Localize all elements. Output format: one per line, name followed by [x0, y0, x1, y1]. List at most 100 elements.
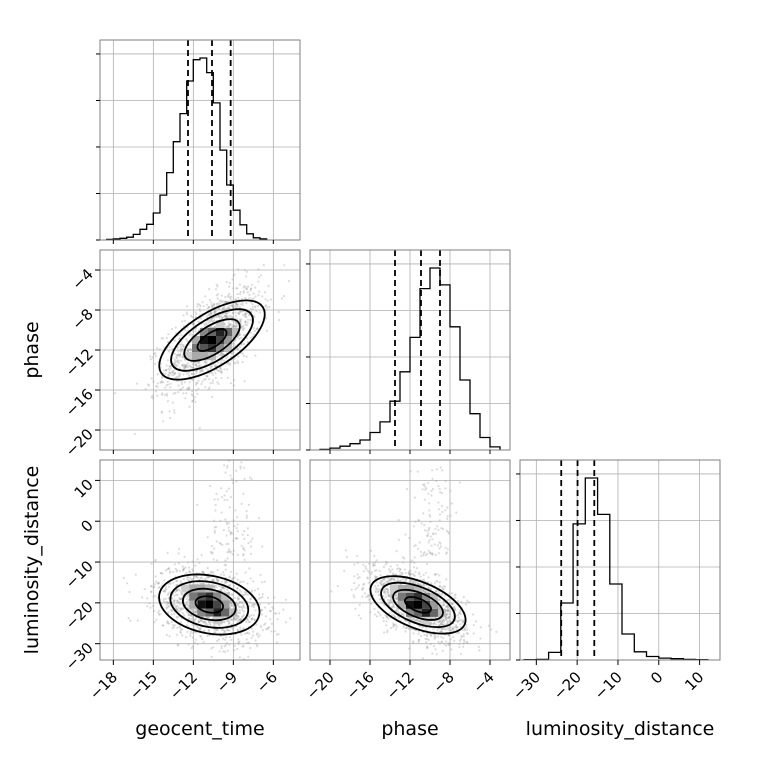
scatter-point	[228, 506, 231, 509]
scatter-point	[171, 327, 174, 330]
scatter-point	[229, 605, 232, 608]
scatter-point	[176, 605, 179, 608]
scatter-point	[260, 608, 263, 611]
scatter-point	[463, 628, 466, 631]
scatter-point	[444, 509, 447, 512]
scatter-point	[165, 392, 169, 395]
scatter-point	[231, 316, 234, 319]
scatter-point	[462, 633, 465, 636]
scatter-point	[453, 608, 457, 611]
scatter-point	[207, 312, 210, 316]
scatter-point	[458, 612, 461, 615]
scatter-point	[182, 567, 185, 571]
scatter-point	[207, 629, 210, 632]
scatter-point	[246, 291, 249, 294]
scatter-point	[194, 611, 197, 614]
scatter-point	[479, 661, 481, 663]
scatter-point	[177, 588, 181, 591]
scatter-point	[221, 543, 224, 547]
scatter-point	[180, 343, 183, 346]
scatter-point	[203, 378, 206, 381]
scatter-point	[156, 347, 159, 350]
scatter-point	[439, 491, 442, 494]
scatter-point	[228, 575, 231, 578]
scatter-point	[155, 385, 158, 388]
scatter-point	[438, 513, 442, 516]
scatter-point	[385, 620, 388, 623]
scatter-point	[215, 309, 218, 313]
scatter-point	[212, 303, 216, 306]
scatter-point	[422, 589, 426, 592]
scatter-point	[154, 390, 157, 393]
scatter-point	[445, 618, 448, 621]
scatter-point	[233, 273, 236, 276]
scatter-point	[407, 626, 410, 630]
scatter-point	[179, 373, 182, 376]
scatter-point	[412, 632, 415, 635]
scatter-point	[435, 589, 438, 593]
scatter-point	[396, 596, 399, 600]
scatter-point	[246, 321, 249, 324]
scatter-point	[218, 315, 221, 318]
scatter-point	[413, 566, 416, 569]
scatter-point	[243, 342, 246, 346]
scatter-point	[390, 600, 393, 604]
scatter-point	[462, 635, 465, 638]
scatter-point	[245, 302, 248, 305]
scatter-point	[244, 320, 247, 323]
scatter-point	[157, 586, 160, 589]
density-cell	[216, 328, 224, 336]
density-cell	[192, 344, 200, 352]
density-cell	[189, 592, 198, 601]
x-tick-label-luminosity_distance-3: 0	[647, 668, 666, 687]
scatter-point	[174, 326, 177, 329]
scatter-point	[200, 317, 203, 320]
scatter-point	[217, 638, 220, 641]
scatter-point	[195, 369, 199, 372]
scatter-point	[395, 608, 398, 612]
contour-level-0	[404, 596, 432, 614]
scatter-point	[462, 638, 465, 642]
scatter-point	[202, 629, 205, 633]
scatter-point	[179, 630, 182, 633]
density-cell	[414, 608, 422, 617]
contour-level-2	[169, 580, 250, 629]
scatter-point	[421, 578, 424, 581]
scatter-point	[386, 615, 389, 618]
scatter-point	[373, 569, 377, 572]
scatter-point	[395, 606, 398, 609]
scatter-point	[211, 317, 214, 320]
scatter-point	[229, 296, 232, 299]
scatter-point	[241, 533, 244, 536]
scatter-point	[220, 371, 223, 374]
scatter-point	[254, 286, 257, 289]
scatter-point	[368, 571, 371, 574]
scatter-point	[193, 620, 196, 623]
scatter-point	[183, 614, 186, 617]
scatter-point	[229, 550, 232, 553]
scatter-point	[418, 620, 421, 623]
scatter-point	[165, 600, 168, 604]
scatter-point	[180, 382, 183, 386]
scatter-point	[408, 621, 411, 624]
scatter-point	[231, 312, 234, 315]
scatter-point	[207, 321, 210, 324]
scatter-point	[167, 367, 170, 371]
scatter-point	[173, 563, 176, 566]
scatter-point	[228, 323, 231, 326]
scatter-point	[278, 318, 281, 322]
scatter-point	[154, 352, 157, 355]
scatter-point	[215, 294, 218, 297]
scatter-point	[370, 602, 373, 605]
scatter-point	[390, 577, 393, 580]
scatter-point	[241, 593, 245, 596]
scatter-point	[266, 306, 269, 309]
scatter-point	[385, 616, 388, 619]
scatter-point	[246, 527, 249, 530]
scatter-point	[250, 287, 253, 290]
scatter-point	[382, 616, 385, 620]
scatter-point	[247, 621, 250, 624]
scatter-point	[206, 566, 209, 570]
scatter-point	[216, 629, 219, 632]
scatter-point	[203, 324, 206, 327]
